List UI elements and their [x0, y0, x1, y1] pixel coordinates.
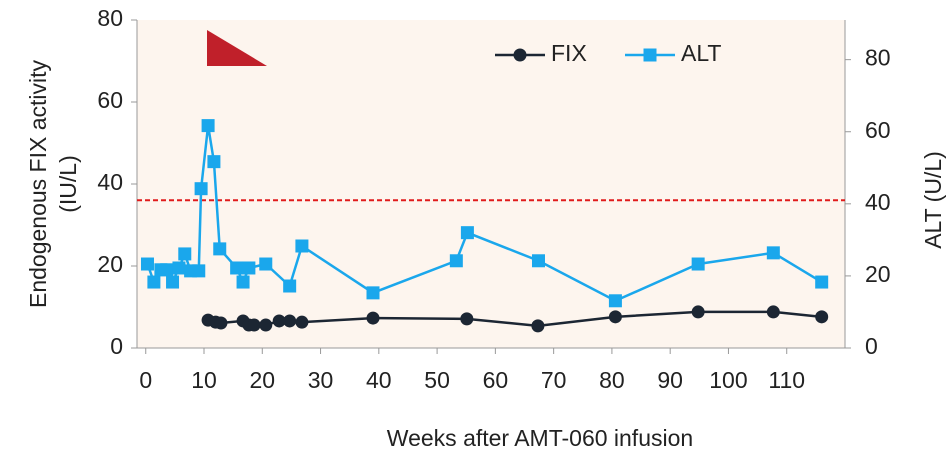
marker [213, 242, 227, 256]
marker [259, 257, 273, 271]
x-tick-label: 10 [191, 367, 217, 393]
y-tick-label: 40 [97, 169, 123, 195]
x-tick-label: 90 [657, 367, 683, 393]
marker [201, 119, 215, 133]
marker [194, 182, 208, 196]
marker [608, 310, 622, 324]
legend-marker [643, 48, 657, 62]
marker [283, 314, 297, 328]
marker [766, 246, 780, 260]
x-tick-label: 60 [483, 367, 509, 393]
marker [147, 275, 161, 289]
marker [815, 310, 829, 324]
marker [366, 311, 380, 325]
marker [460, 312, 474, 326]
marker [166, 275, 180, 289]
marker [192, 264, 206, 278]
y2-tick-label: 0 [865, 333, 878, 359]
y2-tick-label: 60 [865, 117, 891, 143]
legend-marker [513, 48, 527, 62]
marker [214, 316, 228, 330]
marker [460, 226, 474, 240]
legend-label: FIX [551, 40, 587, 66]
marker [449, 254, 463, 268]
marker [531, 254, 545, 268]
x-tick-label: 50 [424, 367, 450, 393]
x-tick-label: 110 [768, 367, 805, 393]
x-tick-label: 100 [709, 367, 747, 393]
y-tick-label: 0 [110, 333, 123, 359]
marker [172, 261, 186, 275]
marker [242, 261, 256, 275]
y2-axis-label: ALT (U/L) [920, 151, 946, 249]
y2-tick-label: 20 [865, 261, 891, 287]
marker [295, 315, 309, 329]
marker [366, 286, 380, 300]
marker [236, 275, 250, 289]
marker [531, 319, 545, 333]
marker [608, 294, 622, 308]
plot-area [137, 20, 845, 348]
marker [259, 318, 273, 332]
marker [247, 318, 261, 332]
x-tick-label: 0 [139, 367, 152, 393]
y-tick-label: 60 [97, 87, 123, 113]
marker [283, 279, 297, 293]
x-axis-label: Weeks after AMT-060 infusion [387, 425, 693, 451]
marker [691, 257, 705, 271]
marker [295, 239, 309, 253]
taper-icon [207, 30, 267, 66]
x-tick-label: 40 [366, 367, 392, 393]
y-axis-label: (IU/L) [55, 155, 81, 213]
y2-tick-label: 40 [865, 189, 891, 215]
x-tick-label: 80 [599, 367, 625, 393]
y-tick-label: 20 [97, 251, 123, 277]
marker [691, 305, 705, 319]
y2-tick-label: 80 [865, 45, 891, 71]
marker [160, 263, 174, 277]
marker [766, 305, 780, 319]
marker [207, 155, 221, 169]
marker [272, 314, 286, 328]
y-tick-label: 80 [97, 5, 123, 31]
legend-label: ALT [681, 40, 721, 66]
marker [140, 257, 154, 271]
marker [178, 247, 192, 261]
marker [230, 261, 244, 275]
x-tick-label: 20 [249, 367, 275, 393]
y-axis-label: Endogenous FIX activity [25, 59, 51, 308]
x-tick-label: 70 [541, 367, 567, 393]
marker [815, 275, 829, 289]
x-tick-label: 30 [308, 367, 334, 393]
